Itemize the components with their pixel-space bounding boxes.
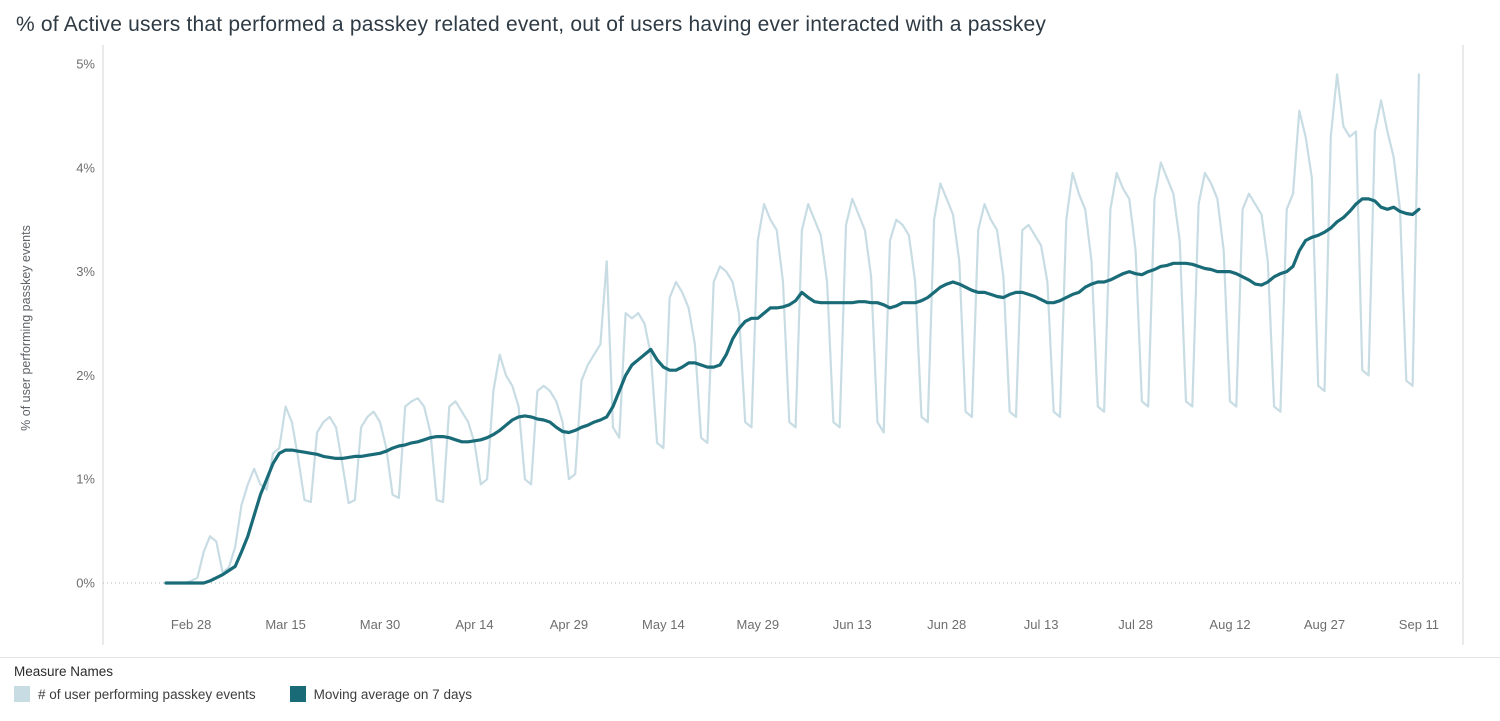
x-tick-label: Mar 15 [265,617,305,632]
x-tick-label: Aug 12 [1209,617,1250,632]
legend-item-label: Moving average on 7 days [313,686,472,702]
legend-item-daily-series[interactable]: # of user performing passkey events [14,686,256,702]
legend-title: Measure Names [14,664,114,679]
legend-item-label: # of user performing passkey events [38,686,256,702]
x-tick-label: May 14 [642,617,685,632]
moving-average-swatch-icon [289,686,306,702]
y-tick-label: 5% [76,57,95,72]
y-tick-label: 3% [76,264,95,279]
x-tick-label: May 29 [736,617,779,632]
x-tick-label: Mar 30 [360,617,400,632]
x-tick-label: Jun 28 [927,617,966,632]
chart-canvas[interactable]: 0% 1% 2% 3% 4% 5% Feb 28 Mar 15 Mar 30 Apr 14 Apr … [0,43,1500,658]
x-tick-label: Jun 13 [833,617,872,632]
y-tick-label: 1% [76,472,95,487]
series-line-daily[interactable] [164,73,1421,585]
y-tick-label: 0% [76,576,95,591]
x-tick-label: Sep 11 [1399,617,1439,632]
daily-series-swatch-icon [14,686,30,702]
chart-title: % of Active users that performed a passk… [16,13,1047,36]
y-axis-title: % of user performing passkey events [19,225,33,431]
title-bar: % of Active users that performed a passk… [0,0,1500,43]
x-tick-label: Apr 29 [550,617,588,632]
legend: Measure Names # of user performing passk… [0,658,1500,721]
legend-item-moving-average[interactable]: Moving average on 7 days [289,686,472,702]
x-tick-label: Feb 28 [171,617,211,632]
x-tick-label: Apr 14 [455,617,493,632]
x-tick-label: Jul 13 [1024,617,1059,632]
x-tick-label: Jul 28 [1118,617,1153,632]
series-line-moving-average[interactable] [164,197,1421,585]
y-tick-label: 2% [76,368,95,383]
chart-region: 0% 1% 2% 3% 4% 5% Feb 28 Mar 15 Mar 30 Apr 14 Apr … [0,43,1500,658]
legend-items: # of user performing passkey events Movi… [14,686,1500,702]
y-tick-label: 4% [76,160,95,175]
x-tick-label: Aug 27 [1304,617,1345,632]
